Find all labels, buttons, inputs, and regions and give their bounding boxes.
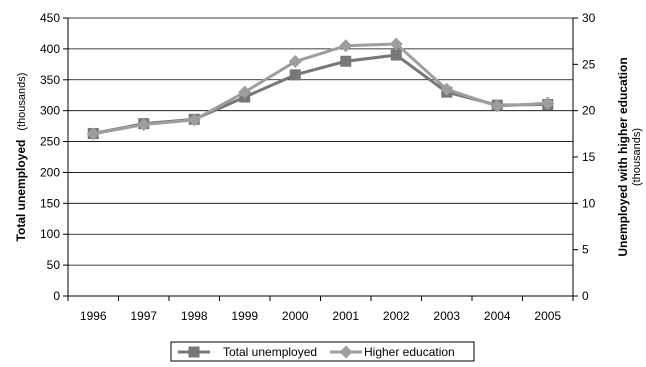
left-axis-title-bold: Total unemployed <box>14 140 28 242</box>
right-tick-label: 0 <box>582 289 589 303</box>
series-higher-education <box>86 37 555 141</box>
left-tick-label: 350 <box>40 73 60 87</box>
data-point-higher-education <box>541 96 555 110</box>
x-tick-label: 2004 <box>484 309 511 323</box>
right-axis-title-bold: Unemployed with higher education <box>616 57 630 256</box>
svg-text:Total unemployed (thou: Total unemployed (thousands) <box>13 73 30 242</box>
legend-item-total-unemployed: Total unemployed <box>178 345 317 359</box>
series-layer <box>86 37 555 141</box>
x-tick-label: 1996 <box>80 309 107 323</box>
x-tick-label: 2005 <box>534 309 561 323</box>
right-axis-title-paren: (thousands) <box>631 128 643 186</box>
data-point-higher-education <box>288 55 302 69</box>
left-axis-title: Total unemployed (thousands) <box>13 73 30 242</box>
right-axis-ticks: 0 5 10 15 20 25 30 <box>573 11 596 303</box>
gridlines <box>68 17 573 266</box>
right-tick-label: 10 <box>582 196 596 210</box>
left-tick-label: 200 <box>40 165 60 179</box>
data-point-higher-education <box>440 82 454 96</box>
legend-label-total-unemployed: Total unemployed <box>223 345 317 359</box>
right-axis-title: Unemployed with higher education (thousa… <box>616 57 643 256</box>
right-tick-label: 5 <box>582 243 589 257</box>
data-point-total-unemployed <box>390 49 402 61</box>
axes <box>67 18 574 297</box>
legend: Total unemployed Higher education <box>170 341 475 362</box>
legend-marker-total-unemployed <box>188 346 200 358</box>
x-tick-label: 1997 <box>130 309 157 323</box>
left-tick-label: 100 <box>40 227 60 241</box>
right-tick-label: 15 <box>582 150 596 164</box>
left-tick-label: 150 <box>40 196 60 210</box>
data-point-higher-education <box>339 39 353 53</box>
left-axis-ticks: 0 50 100 150 200 250 300 350 400 450 <box>40 11 68 303</box>
left-tick-label: 250 <box>40 135 60 149</box>
left-tick-label: 450 <box>40 11 60 25</box>
x-tick-label: 2002 <box>383 309 410 323</box>
data-point-total-unemployed <box>289 69 301 81</box>
legend-item-higher-education: Higher education <box>330 345 455 359</box>
data-point-total-unemployed <box>340 55 352 67</box>
x-tick-label: 1998 <box>181 309 208 323</box>
right-tick-label: 30 <box>582 11 596 25</box>
x-tick-label: 2000 <box>282 309 309 323</box>
legend-marker-higher-education <box>339 345 353 359</box>
right-tick-label: 25 <box>582 57 596 71</box>
data-point-higher-education <box>238 85 252 99</box>
legend-box <box>170 341 475 362</box>
left-tick-label: 50 <box>47 258 61 272</box>
data-point-higher-education <box>86 127 100 141</box>
series-total-unemployed <box>87 49 554 140</box>
series-line-higher-education <box>92 42 548 136</box>
x-tick-label: 2003 <box>433 309 460 323</box>
data-point-higher-education <box>137 118 151 132</box>
x-tick-label: 2001 <box>332 309 359 323</box>
left-tick-label: 400 <box>40 42 60 56</box>
data-point-higher-education <box>389 37 403 51</box>
left-axis-title-paren: (thousands) <box>16 73 28 131</box>
left-tick-label: 0 <box>53 289 60 303</box>
left-tick-label: 300 <box>40 104 60 118</box>
data-point-higher-education <box>490 99 504 113</box>
x-tick-label: 1999 <box>231 309 258 323</box>
legend-label-higher-education: Higher education <box>364 345 455 359</box>
data-point-higher-education <box>187 113 201 127</box>
x-axis-ticks: 1996 1997 1998 1999 2000 2001 2002 2003 2004 2005 <box>67 296 574 323</box>
right-tick-label: 20 <box>582 104 596 118</box>
